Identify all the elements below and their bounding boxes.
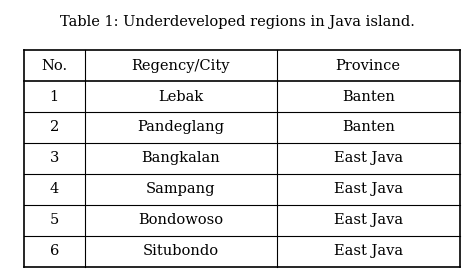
Text: Pandeglang: Pandeglang <box>137 120 224 135</box>
Text: 3: 3 <box>50 152 59 165</box>
Text: 4: 4 <box>50 182 59 197</box>
Text: No.: No. <box>41 59 67 73</box>
Text: East Java: East Java <box>334 214 403 227</box>
Text: Bangkalan: Bangkalan <box>141 152 220 165</box>
Text: Lebak: Lebak <box>158 90 203 103</box>
Text: Situbondo: Situbondo <box>143 244 219 258</box>
Text: Province: Province <box>336 59 401 73</box>
Text: Banten: Banten <box>342 90 395 103</box>
Text: East Java: East Java <box>334 244 403 258</box>
Text: Table 1: Underdeveloped regions in Java island.: Table 1: Underdeveloped regions in Java … <box>60 15 414 29</box>
Text: Sampang: Sampang <box>146 182 216 197</box>
Text: 2: 2 <box>50 120 59 135</box>
Text: 5: 5 <box>50 214 59 227</box>
Text: 1: 1 <box>50 90 59 103</box>
Text: Banten: Banten <box>342 120 395 135</box>
Text: Bondowoso: Bondowoso <box>138 214 223 227</box>
Text: East Java: East Java <box>334 152 403 165</box>
Text: 6: 6 <box>50 244 59 258</box>
Text: East Java: East Java <box>334 182 403 197</box>
Text: Regency/City: Regency/City <box>131 59 230 73</box>
